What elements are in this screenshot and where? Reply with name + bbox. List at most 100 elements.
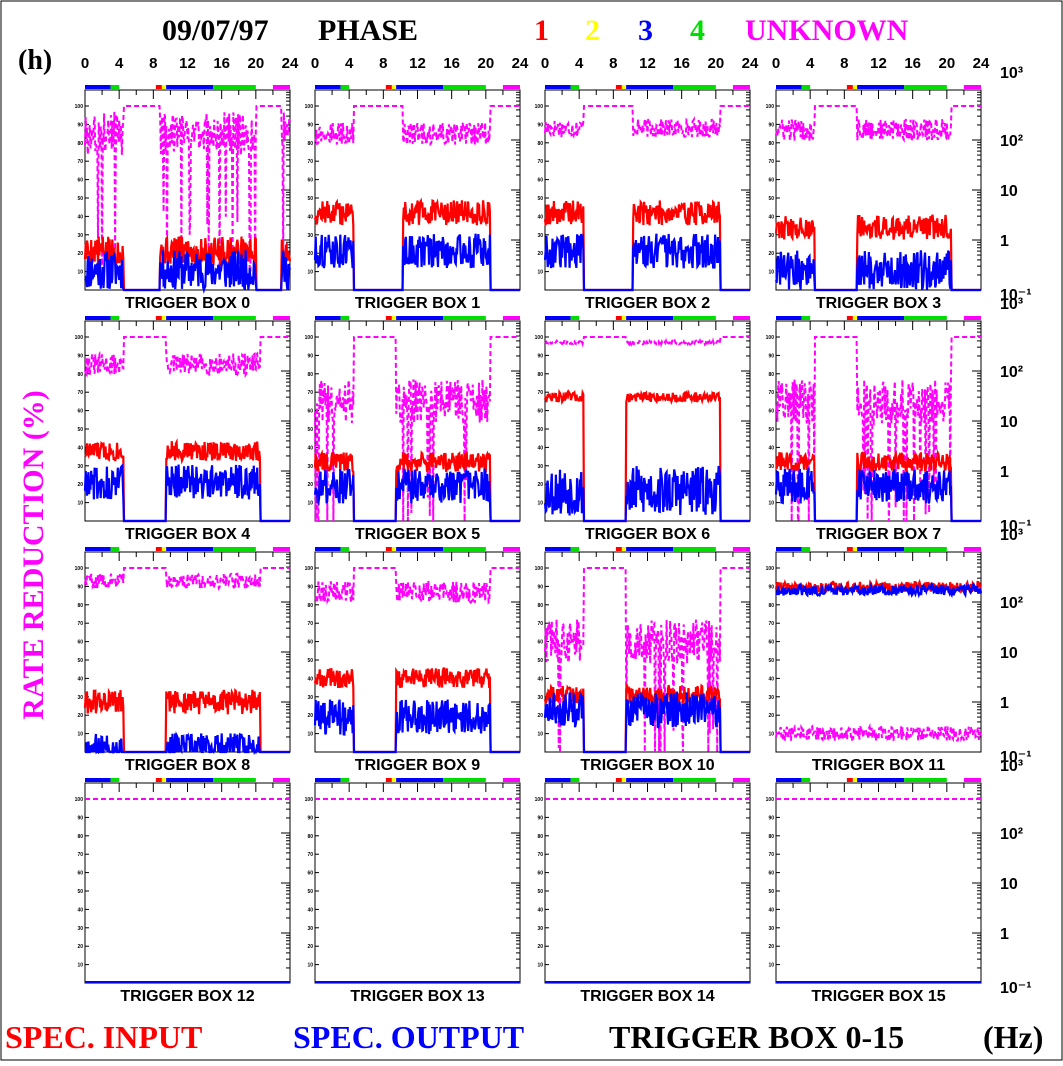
hour-tick-label-0-6: 24 — [282, 55, 299, 72]
phase-bar-segment — [626, 547, 674, 551]
left-tick-label: 50 — [77, 658, 83, 664]
left-tick-label: 90 — [537, 353, 543, 359]
left-tick-label: 60 — [768, 409, 774, 415]
left-tick-label: 20 — [537, 713, 543, 719]
left-tick-label: 50 — [768, 196, 774, 202]
phase-bar-segment — [155, 547, 162, 551]
phase-bar-segment — [732, 316, 750, 320]
left-tick-label: 80 — [77, 834, 83, 840]
phase-label: PHASE — [318, 14, 418, 47]
reduction-series — [775, 105, 981, 144]
panel-2: 10 20 30 40 50 60 70 80 90 100 TRIGGER BOX 2 — [535, 85, 751, 312]
left-tick-label: 10 — [77, 270, 83, 276]
left-tick-label: 40 — [537, 907, 543, 913]
phase-bar-segment — [385, 85, 392, 89]
right-tick-label-0-4: 10⁻¹ — [1000, 287, 1032, 304]
phase-bar-segment — [502, 778, 520, 782]
phase-bar-segment — [673, 547, 716, 551]
phase-bar-segment — [396, 316, 444, 320]
input-series — [774, 578, 983, 596]
left-tick-label: 40 — [307, 676, 313, 682]
left-tick-label: 90 — [307, 353, 313, 359]
phase-bar-segment — [315, 85, 341, 89]
phase-4-label: 4 — [690, 14, 705, 47]
hour-tick-label-2-1: 4 — [575, 55, 584, 72]
legend-output-label: SPEC. OUTPUT — [293, 1019, 524, 1055]
left-tick-label: 10 — [537, 732, 543, 738]
right-tick-label-1-0: 10³ — [1000, 296, 1023, 313]
left-tick-label: 100 — [535, 797, 544, 803]
phase-bar-segment — [857, 778, 905, 782]
left-tick-label: 50 — [77, 889, 83, 895]
left-tick-label: 60 — [77, 409, 83, 415]
hour-tick-label-2-6: 24 — [742, 55, 759, 72]
hour-tick-label-1-6: 24 — [512, 55, 529, 72]
left-tick-label: 10 — [768, 732, 774, 738]
phase-bar-segment — [621, 85, 627, 89]
panel-title-3: TRIGGER BOX 3 — [816, 295, 941, 312]
panel-tag: (h) — [18, 45, 52, 76]
phase-bar-segment — [502, 316, 520, 320]
phase-bar-segment — [857, 547, 905, 551]
left-tick-label: 70 — [537, 390, 543, 396]
left-tick-label: 80 — [768, 834, 774, 840]
phase-bar-segment — [213, 778, 256, 782]
left-tick-label: 10 — [307, 501, 313, 507]
phase-bar-segment — [155, 778, 162, 782]
left-tick-label: 30 — [537, 233, 543, 239]
left-tick-label: 30 — [77, 695, 83, 701]
phase-bar-segment — [166, 85, 214, 89]
hour-tick-label-1-3: 12 — [409, 55, 426, 72]
left-tick-label: 40 — [307, 907, 313, 913]
left-tick-label: 80 — [77, 603, 83, 609]
hour-tick-label-0-0: 0 — [81, 55, 89, 72]
left-tick-label: 60 — [768, 640, 774, 646]
left-tick-label: 100 — [535, 566, 544, 572]
phase-bar-segment — [801, 85, 811, 89]
left-tick-label: 100 — [766, 104, 775, 110]
left-tick-label: 10 — [537, 270, 543, 276]
reduction-series — [84, 336, 290, 379]
left-tick-label: 60 — [537, 871, 543, 877]
left-tick-label: 40 — [77, 676, 83, 682]
left-tick-label: 90 — [537, 815, 543, 821]
left-tick-label: 60 — [537, 640, 543, 646]
panel-title-2: TRIGGER BOX 2 — [585, 295, 710, 312]
left-tick-label: 20 — [768, 944, 774, 950]
phase-bar-segment — [545, 85, 571, 89]
input-series — [83, 687, 290, 754]
left-tick-label: 100 — [535, 104, 544, 110]
hour-tick-label-2-4: 16 — [673, 55, 690, 72]
phase-bar-segment — [963, 316, 981, 320]
phase-bar-segment — [443, 85, 486, 89]
panel-0: 10 20 30 40 50 60 70 80 90 100 TRIGGER BOX 0 — [75, 85, 292, 312]
left-tick-label: 50 — [77, 427, 83, 433]
right-tick-label-0-2: 10 — [1000, 183, 1018, 200]
left-tick-label: 80 — [537, 372, 543, 378]
phase-bar-segment — [963, 778, 981, 782]
right-tick-label-2-4: 10⁻¹ — [1000, 749, 1032, 766]
phase-bar-segment — [315, 778, 341, 782]
left-tick-label: 20 — [77, 251, 83, 257]
hour-tick-label-3-0: 0 — [772, 55, 780, 72]
left-tick-label: 50 — [537, 658, 543, 664]
left-tick-label: 50 — [307, 196, 313, 202]
phase-bar-segment — [155, 316, 162, 320]
phase-bar-segment — [621, 778, 627, 782]
left-tick-label: 60 — [77, 178, 83, 184]
left-tick-label: 40 — [537, 676, 543, 682]
hour-tick-label-2-3: 12 — [639, 55, 656, 72]
panel-7: 10 20 30 40 50 60 70 80 90 100 TRIGGER BOX 7 — [766, 316, 982, 543]
phase-bar-segment — [340, 778, 350, 782]
phase-bar-segment — [963, 85, 981, 89]
left-tick-label: 10 — [77, 963, 83, 969]
left-tick-label: 70 — [77, 159, 83, 165]
left-tick-label: 20 — [768, 713, 774, 719]
footer-range-label: TRIGGER BOX 0-15 — [609, 1019, 904, 1055]
hour-tick-label-0-3: 12 — [179, 55, 196, 72]
phase-bar-segment — [391, 85, 397, 89]
reduction-series — [314, 567, 520, 605]
left-tick-label: 60 — [307, 640, 313, 646]
left-tick-label: 40 — [77, 214, 83, 220]
left-tick-label: 90 — [307, 584, 313, 590]
